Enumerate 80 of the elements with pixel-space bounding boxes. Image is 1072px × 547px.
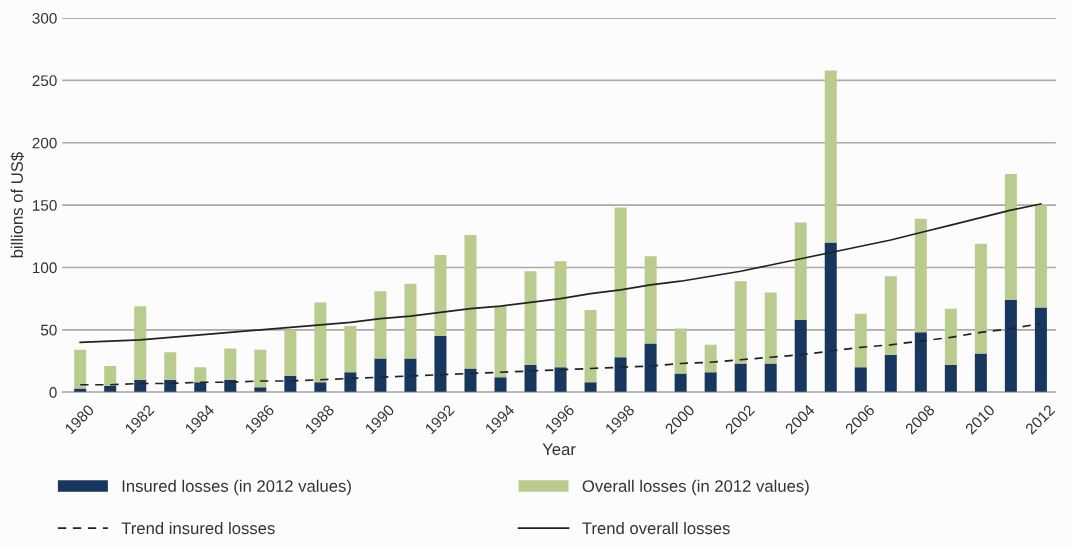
bar (884, 276, 897, 355)
bar (284, 329, 297, 376)
bar (374, 358, 387, 393)
bar (644, 343, 657, 393)
y-tick-label: 100 (32, 262, 57, 274)
bar (884, 354, 897, 393)
legend-label: Insured losses (in 2012 values) (122, 479, 351, 496)
bar (1034, 205, 1047, 308)
bar (734, 281, 747, 364)
bar (764, 292, 777, 364)
bar (764, 363, 777, 393)
y-axis-title: billions of US$ (10, 152, 24, 258)
bar (1004, 173, 1017, 300)
bar (434, 255, 447, 337)
y-tick-label: 0 (49, 387, 57, 398)
bar (404, 283, 417, 359)
bar (374, 291, 387, 359)
y-tick-label: 150 (32, 199, 57, 211)
bar (704, 372, 717, 393)
y-tick-label: 50 (40, 324, 57, 336)
bar (224, 348, 237, 380)
bar (554, 367, 567, 393)
y-tick-label: 200 (32, 137, 57, 149)
bar (944, 364, 957, 393)
bar (74, 388, 87, 393)
bar (344, 372, 357, 393)
bar (524, 271, 537, 365)
bar (794, 222, 807, 320)
bar (194, 367, 207, 383)
bar (164, 379, 177, 393)
bar (914, 332, 927, 393)
bar (494, 306, 507, 378)
bar (434, 336, 447, 393)
y-tick-label: 300 (32, 12, 57, 24)
bar (614, 207, 627, 358)
bar (584, 382, 597, 393)
bar (494, 377, 507, 393)
bar (134, 379, 147, 393)
bar (1034, 307, 1047, 393)
legend-label: Overall losses (in 2012 values) (582, 479, 809, 496)
bar (104, 385, 117, 393)
bar (344, 326, 357, 373)
bar (824, 242, 837, 393)
bar (164, 352, 177, 380)
bar (254, 349, 267, 388)
bar (794, 319, 807, 393)
bar (104, 366, 117, 386)
bar (1004, 299, 1017, 393)
bar (464, 368, 477, 393)
bar (74, 349, 87, 389)
bar (314, 382, 327, 393)
line-series (79, 203, 1042, 344)
bar (134, 306, 147, 380)
bar (644, 256, 657, 344)
line-series (79, 322, 1042, 386)
bar (194, 382, 207, 393)
legend-label: Trend insured losses (121, 521, 275, 535)
bar (284, 375, 297, 393)
legend-label: Trend overall losses (582, 521, 730, 535)
bar (464, 235, 477, 369)
bar (524, 364, 537, 393)
bar (674, 328, 687, 374)
x-axis-title: Year (542, 443, 576, 456)
bar (674, 373, 687, 393)
y-tick-label: 250 (32, 75, 57, 87)
bar (974, 353, 987, 393)
bar (554, 261, 567, 368)
bar (854, 367, 867, 393)
bar (824, 70, 837, 243)
bar (584, 309, 597, 383)
bar (734, 363, 747, 393)
bar (404, 358, 417, 393)
bar (314, 302, 327, 383)
bar (914, 218, 927, 333)
bar (974, 243, 987, 354)
bar (854, 313, 867, 368)
bar (704, 344, 717, 373)
bar (944, 308, 957, 365)
bar (254, 387, 267, 393)
bar (614, 357, 627, 393)
